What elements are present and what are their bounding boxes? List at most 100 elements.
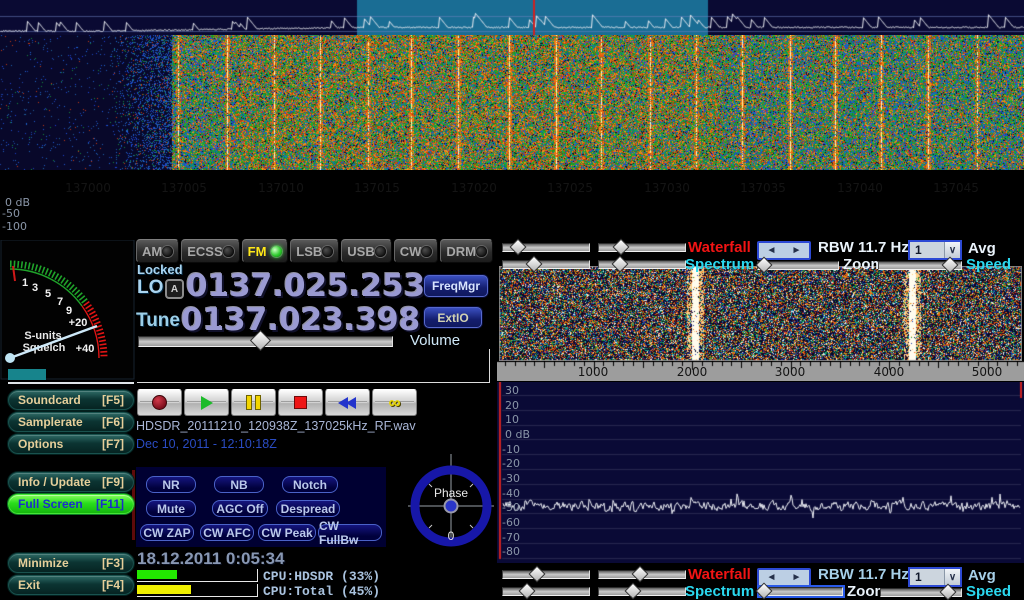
nb-button[interactable]: NB xyxy=(214,476,264,493)
spectrum-contrast-slider-bottom[interactable] xyxy=(502,587,590,596)
rf-freq-tick: 137040 xyxy=(828,181,892,195)
chevron-down-icon[interactable]: ∨ xyxy=(944,242,960,258)
waterfall-label-top[interactable]: Waterfall xyxy=(688,239,751,256)
mode-button-ecss[interactable]: ECSS xyxy=(181,239,239,263)
freqmgr-button[interactable]: FreqMgr xyxy=(424,275,488,297)
tuning-group-outline xyxy=(137,349,490,383)
info-update-button[interactable]: Info / Update [F9] xyxy=(8,472,134,492)
speed-slider-bottom[interactable] xyxy=(880,588,962,597)
pause-button[interactable] xyxy=(231,389,276,416)
recorder-controls: ∞ xyxy=(137,389,417,416)
lo-mode-badge[interactable]: A xyxy=(165,279,184,299)
cpu-hdsdr-fill xyxy=(137,570,177,579)
soundcard-button[interactable]: Soundcard [F5] xyxy=(8,390,134,410)
lo-label: LO xyxy=(137,277,163,299)
cpu-total-bar xyxy=(137,584,258,597)
cw-peak-button[interactable]: CW Peak xyxy=(258,524,316,541)
mode-led xyxy=(162,246,173,257)
rf-db-label: -100 xyxy=(2,220,27,233)
spectrum-label-bottom[interactable]: Spectrum xyxy=(685,583,754,600)
mode-button-drm[interactable]: DRM xyxy=(440,239,493,263)
recording-filename: HDSDR_20111210_120938Z_137025kHz_RF.wav xyxy=(136,419,416,433)
record-button[interactable] xyxy=(137,389,182,416)
zoom-slider-top[interactable] xyxy=(757,261,839,270)
rf-freq-tick: 137045 xyxy=(924,181,988,195)
rewind-button[interactable] xyxy=(325,389,370,416)
rf-db-label: -50 xyxy=(2,207,20,220)
dsp-panel: NR NB Notch Mute AGC Off Despread CW ZAP… xyxy=(136,467,386,547)
spectrum-contrast-slider-top[interactable] xyxy=(502,260,590,269)
mode-button-usb[interactable]: USB xyxy=(341,239,391,263)
notch-button[interactable]: Notch xyxy=(282,476,338,493)
lo-frequency-value[interactable]: 0137.025.253 xyxy=(186,268,425,304)
waterfall-contrast-slider-bottom[interactable] xyxy=(502,570,590,579)
af-frequency-scale[interactable] xyxy=(497,361,1024,381)
spinner-left-icon[interactable]: ◄ xyxy=(767,245,777,256)
svg-text:5: 5 xyxy=(45,288,51,300)
extio-button[interactable]: ExtIO xyxy=(424,307,482,328)
loop-icon: ∞ xyxy=(388,396,400,409)
svg-text:+40: +40 xyxy=(76,343,95,355)
chevron-down-icon[interactable]: ∨ xyxy=(944,569,960,585)
svg-text:9: 9 xyxy=(66,305,72,317)
pause-icon xyxy=(246,395,261,410)
waterfall-label-bottom[interactable]: Waterfall xyxy=(688,566,751,583)
waterfall-contrast-slider-top[interactable] xyxy=(502,243,590,252)
rf-freq-tick: 137005 xyxy=(152,181,216,195)
despread-button[interactable]: Despread xyxy=(276,500,340,517)
tune-frequency-value[interactable]: 0137.023.398 xyxy=(181,302,420,338)
cpu-hdsdr-bar xyxy=(137,569,258,582)
samplerate-button[interactable]: Samplerate [F6] xyxy=(8,412,134,432)
minimize-button[interactable]: Minimize [F3] xyxy=(8,553,134,573)
agc-button[interactable]: AGC Off xyxy=(212,500,268,517)
mode-led xyxy=(375,246,386,257)
af-spectrum-display[interactable] xyxy=(497,382,1024,563)
mode-button-fm[interactable]: FM xyxy=(242,239,289,263)
mute-button[interactable]: Mute xyxy=(146,500,196,517)
stop-button[interactable] xyxy=(278,389,323,416)
rf-freq-tick: 137020 xyxy=(442,181,506,195)
nr-button[interactable]: NR xyxy=(146,476,196,493)
waterfall-brightness-slider-top[interactable] xyxy=(598,243,686,252)
spinner-left-icon[interactable]: ◄ xyxy=(767,572,777,583)
svg-text:Phase: Phase xyxy=(434,486,468,500)
spectrum-brightness-slider-bottom[interactable] xyxy=(598,587,686,596)
rf-spectrum-display[interactable] xyxy=(0,0,1024,35)
volume-slider[interactable] xyxy=(138,336,393,347)
loop-button[interactable]: ∞ xyxy=(372,389,417,416)
mode-button-am[interactable]: AM xyxy=(136,239,179,263)
play-icon xyxy=(201,396,213,410)
avg-dropdown-top[interactable]: 1 ∨ xyxy=(908,240,962,260)
play-button[interactable] xyxy=(184,389,229,416)
rf-freq-tick: 137030 xyxy=(635,181,699,195)
rbw-label-bottom: RBW 11.7 Hz xyxy=(818,566,909,583)
rf-freq-tick: 137000 xyxy=(56,181,120,195)
af-waterfall-display[interactable] xyxy=(499,266,1022,361)
spectrum-brightness-slider-top[interactable] xyxy=(598,260,686,269)
mode-selector: AM ECSS FM LSB USB CW DRM xyxy=(136,239,493,263)
cpu-total-label: CPU:Total (45%) xyxy=(263,584,380,599)
exit-button[interactable]: Exit [F4] xyxy=(8,575,134,595)
phase-scope[interactable]: Phase 0 xyxy=(408,451,494,549)
rbw-label-top: RBW 11.7 Hz xyxy=(818,239,909,256)
mode-button-lsb[interactable]: LSB xyxy=(290,239,339,263)
rf-db-label: 0 dB xyxy=(5,196,30,209)
avg-dropdown-bottom[interactable]: 1 ∨ xyxy=(908,567,962,587)
mode-button-cw[interactable]: CW xyxy=(394,239,439,263)
spinner-right-icon[interactable]: ► xyxy=(792,245,802,256)
cw-afc-button[interactable]: CW AFC xyxy=(200,524,254,541)
waterfall-brightness-slider-bottom[interactable] xyxy=(598,570,686,579)
cw-fullbw-button[interactable]: CW FullBw xyxy=(318,524,382,541)
zoom-slider-bottom[interactable] xyxy=(759,587,843,596)
rf-freq-tick: 137010 xyxy=(249,181,313,195)
smeter-divider xyxy=(8,382,134,384)
spinner-right-icon[interactable]: ► xyxy=(792,572,802,583)
fullscreen-button[interactable]: Full Screen [F11] xyxy=(8,494,134,514)
svg-text:0: 0 xyxy=(448,529,455,543)
cw-zap-button[interactable]: CW ZAP xyxy=(140,524,194,541)
mode-led xyxy=(322,246,333,257)
speed-slider-top[interactable] xyxy=(878,261,962,270)
mode-led xyxy=(223,246,234,257)
squelch-indicator[interactable] xyxy=(8,369,46,380)
options-button[interactable]: Options [F7] xyxy=(8,434,134,454)
